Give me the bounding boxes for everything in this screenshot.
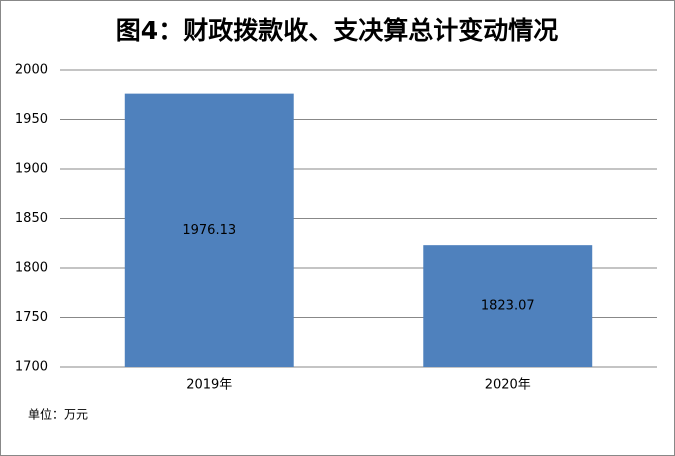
data-label: 1823.07 <box>481 299 535 314</box>
y-tick-label: 1800 <box>15 261 48 276</box>
y-tick-label: 1700 <box>15 360 48 375</box>
bar <box>423 245 593 367</box>
x-tick-label: 2019年 <box>186 378 232 393</box>
y-tick-label: 1900 <box>15 162 48 177</box>
y-tick-label: 2000 <box>15 63 48 78</box>
bar <box>124 93 294 368</box>
y-tick-label: 1950 <box>15 112 48 127</box>
data-label: 1976.13 <box>182 223 236 238</box>
x-tick-label: 2020年 <box>485 378 531 393</box>
y-tick-label: 1850 <box>15 211 48 226</box>
unit-note: 单位：万元 <box>28 407 88 422</box>
chart-title: 图4：财政拨款收、支决算总计变动情况 <box>116 16 558 45</box>
y-tick-label: 1750 <box>15 310 48 325</box>
